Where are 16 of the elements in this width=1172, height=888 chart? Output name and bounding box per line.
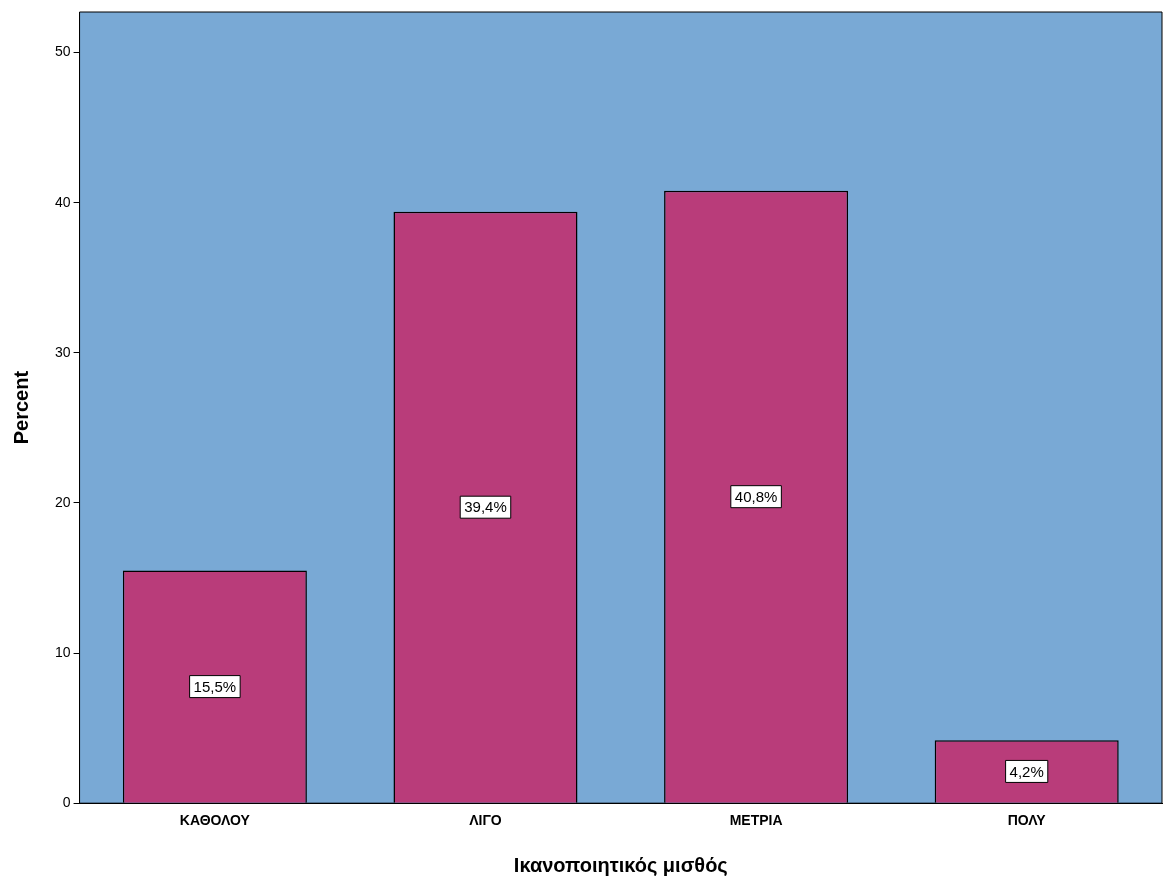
y-tick-label: 30: [54, 343, 71, 360]
data-label: 40,8%: [734, 487, 778, 505]
y-tick-label: 40: [54, 193, 71, 210]
x-tick-label: ΛΙΓΟ: [469, 812, 502, 829]
data-label: 4,2%: [1009, 762, 1044, 780]
x-tick-label: ΜΕΤΡΙΑ: [729, 812, 783, 829]
y-tick-label: 50: [54, 43, 71, 60]
x-tick-label: ΠΟΛΥ: [1007, 812, 1047, 829]
y-tick-label: 10: [54, 643, 71, 660]
data-label: 39,4%: [464, 498, 507, 516]
y-axis-title: Percent: [9, 370, 32, 445]
x-tick-label: ΚΑΘΟΛΟΥ: [179, 812, 251, 829]
y-tick-label: 0: [62, 794, 71, 811]
y-tick-label: 20: [54, 493, 71, 510]
data-label: 15,5%: [193, 677, 237, 695]
x-axis-title: Ικανοποιητικός μισθός: [513, 853, 728, 876]
